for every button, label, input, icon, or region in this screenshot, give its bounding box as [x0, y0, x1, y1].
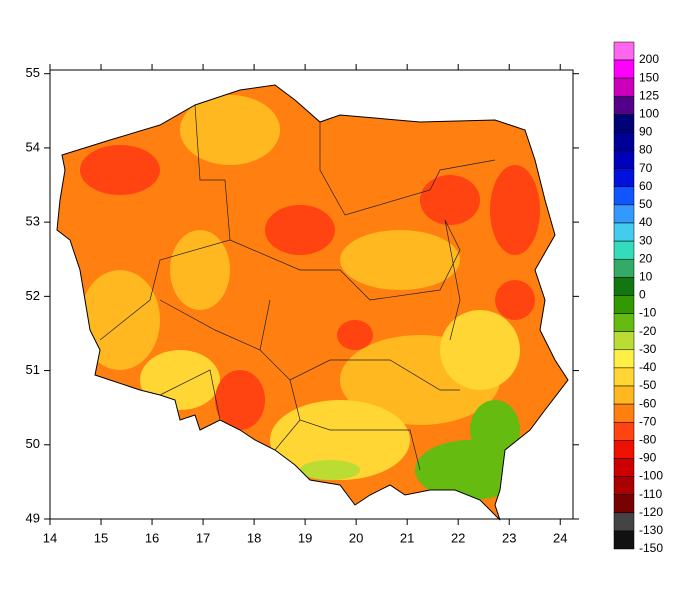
x-tick-label: 16	[145, 530, 159, 545]
colorbar-label: 150	[639, 70, 659, 84]
colorbar-label: 50	[639, 197, 653, 211]
colorbar-label: -90	[639, 451, 657, 465]
y-tick-label: 54	[26, 139, 40, 154]
y-tick-label: 50	[26, 436, 40, 451]
colorbar-label: 10	[639, 270, 653, 284]
x-tick-label: 21	[400, 530, 414, 545]
x-tick-label: 23	[502, 530, 516, 545]
y-tick-label: 52	[26, 288, 40, 303]
colorbar-label: 30	[639, 233, 653, 247]
x-tick-label: 15	[94, 530, 108, 545]
colorbar-label: -50	[639, 378, 657, 392]
colorbar-swatch	[613, 240, 635, 260]
colorbar-swatch	[613, 331, 635, 351]
colorbar-swatch	[613, 349, 635, 369]
colorbar-label: -100	[639, 469, 663, 483]
colorbar-label: 100	[639, 107, 659, 121]
colorbar-swatch	[613, 367, 635, 387]
colorbar-label: -150	[639, 541, 663, 555]
colorbar-label: -40	[639, 360, 657, 374]
y-tick-label: 53	[26, 214, 40, 229]
x-tick-label: 17	[196, 530, 210, 545]
country-border	[56, 84, 569, 521]
colorbar-label: -110	[639, 487, 662, 501]
colorbar-swatch	[613, 440, 635, 459]
x-tick-label: 18	[247, 530, 261, 545]
colorbar-swatch	[613, 168, 635, 188]
colorbar-swatch	[613, 458, 635, 477]
colorbar-swatch	[613, 204, 635, 224]
colorbar-label: 0	[639, 288, 646, 302]
colorbar-label: 20	[639, 251, 653, 265]
colorbar-swatch	[613, 222, 635, 242]
x-tick-label: 14	[43, 530, 57, 545]
x-tick-label: 24	[553, 530, 567, 545]
x-tick-label: 20	[349, 530, 363, 545]
colorbar-label: -60	[639, 396, 657, 410]
colorbar-label: 40	[639, 215, 653, 229]
colorbar-swatch	[613, 313, 635, 332]
colorbar-label: 125	[639, 88, 659, 102]
colorbar-label: 200	[639, 52, 659, 66]
y-tick-label: 51	[26, 362, 40, 377]
y-tick-label: 49	[26, 510, 40, 525]
colorbar-label: -20	[639, 324, 657, 338]
colorbar-label: -120	[639, 505, 663, 519]
region-borders	[99, 104, 496, 471]
colorbar-label: -80	[639, 433, 657, 447]
colorbar-swatch	[613, 114, 635, 133]
colorbar-label: -30	[639, 342, 657, 356]
colorbar-swatch	[613, 421, 635, 441]
colorbar-label: 80	[639, 143, 653, 157]
colorbar-label: -70	[639, 414, 657, 428]
colorbar-swatch	[613, 95, 635, 115]
colorbar-label: 60	[639, 179, 653, 193]
colorbar-swatch	[613, 150, 635, 169]
x-tick-label: 19	[298, 530, 312, 545]
colorbar-swatch	[613, 77, 635, 97]
x-tick-label: 22	[451, 530, 465, 545]
colorbar-label: 90	[639, 125, 653, 139]
colorbar-swatch	[613, 295, 635, 314]
colorbar-swatch	[613, 476, 635, 495]
colorbar-label: 70	[639, 161, 653, 175]
colorbar-swatch	[613, 277, 635, 296]
colorbar-label: -10	[639, 306, 657, 320]
colorbar-swatch	[613, 132, 635, 151]
colorbar-swatch	[613, 403, 635, 423]
colorbar-swatch	[613, 512, 635, 532]
colorbar-swatch	[613, 494, 635, 514]
colorbar-swatch	[613, 530, 635, 550]
y-tick-label: 55	[26, 65, 40, 80]
colorbar-swatch	[613, 59, 635, 79]
colorbar-swatch	[613, 385, 635, 405]
colorbar-label: -130	[639, 523, 663, 537]
colorbar-swatch	[613, 186, 635, 206]
colorbar-swatch	[613, 41, 635, 61]
colorbar-swatch	[613, 258, 635, 278]
